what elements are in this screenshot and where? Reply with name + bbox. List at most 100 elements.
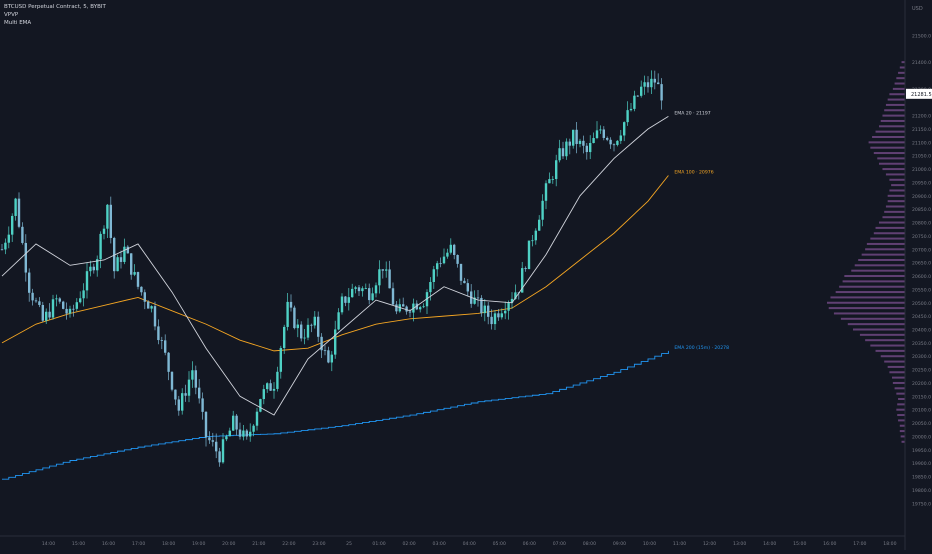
candle-body (490, 316, 493, 325)
candle-body (629, 108, 633, 111)
indicator-vpvp[interactable]: VPVP (4, 12, 19, 18)
candle-body (429, 282, 432, 293)
candle-body (449, 244, 452, 253)
y-tick-label: 20500.0 (912, 301, 931, 307)
y-tick-label: 21400.0 (912, 60, 931, 66)
x-tick-label: 16:00 (823, 541, 836, 547)
volume-profile-bar (865, 339, 905, 342)
volume-profile-bar (830, 296, 905, 299)
x-tick-label: 13:00 (733, 541, 746, 547)
candle-body (626, 110, 629, 123)
volume-profile-bar (898, 71, 905, 74)
candle-body (541, 200, 544, 220)
candle-body (7, 234, 10, 243)
y-tick-label: 21000.0 (912, 167, 931, 173)
candle-body (500, 313, 503, 318)
volume-profile-bar (892, 381, 905, 384)
candle-body (323, 350, 327, 352)
candle-body (259, 399, 262, 412)
ema-labels: EMA 20 · 21197 EMA 100 · 20976 EMA 200 (15… (674, 110, 729, 350)
candle-body (65, 308, 68, 314)
volume-profile-bar (859, 333, 905, 336)
candle-body (119, 257, 123, 262)
y-tick-label: 20150.0 (912, 394, 931, 400)
volume-profile-bar (835, 291, 905, 294)
candle-body (320, 336, 323, 351)
volume-profile-bar (839, 285, 905, 288)
price-axis[interactable]: USD21500.021400.021300.021200.021150.021… (904, 0, 932, 550)
candle-body (514, 292, 517, 299)
time-axis[interactable]: 14:00 15:00 16:00 17:00 18:00 19:00 20:00 21:00… (0, 535, 905, 547)
candle-body (201, 398, 204, 412)
candle-body (544, 183, 548, 201)
candle-body (422, 306, 425, 308)
candle-body (147, 301, 150, 309)
volume-profile-bar (875, 130, 905, 133)
candle-body (330, 354, 333, 363)
x-tick-label: 18:00 (883, 541, 896, 547)
candle-body (0, 249, 4, 251)
volume-profile-bar (889, 189, 905, 192)
candle-body (364, 288, 367, 289)
candle-body (636, 95, 639, 97)
candle-body (17, 198, 21, 227)
candle-body (395, 304, 398, 312)
x-tick-label: 14:00 (763, 541, 776, 547)
candle-body (374, 285, 378, 294)
candle-body (595, 130, 599, 139)
volume-profile-bar (870, 146, 905, 149)
candle-body (187, 379, 191, 396)
volume-profile-bar (884, 109, 905, 112)
y-tick-label: 20600.0 (912, 274, 931, 280)
candle-body (572, 129, 575, 146)
volume-profile-bar (851, 269, 905, 272)
indicator-multi-ema[interactable]: Multi EMA (4, 20, 32, 26)
candle-body (160, 340, 163, 341)
y-tick-label: 20900.0 (912, 194, 931, 200)
volume-profile-bar (844, 275, 905, 278)
candle-body (303, 337, 306, 339)
candle-body (432, 269, 435, 283)
volume-profile-bar (875, 226, 905, 229)
candle-body (510, 298, 514, 303)
y-tick-label: 20800.0 (912, 221, 931, 227)
candle-body (170, 371, 174, 390)
y-tick-label: 19750.0 (912, 501, 931, 507)
volume-profile-bar (847, 323, 905, 326)
x-tick-label: 08:00 (583, 541, 596, 547)
candle-body (96, 259, 99, 271)
y-tick-label: 21150.0 (912, 127, 931, 133)
candle-body (650, 78, 653, 88)
candle-body (623, 122, 626, 136)
candle-body (252, 425, 255, 432)
candle-body (276, 371, 279, 389)
candle-body (385, 269, 388, 271)
y-tick-label: 20650.0 (912, 261, 931, 267)
candle-body (113, 237, 116, 272)
x-tick-label: 23:00 (312, 541, 325, 547)
candle-body (221, 439, 225, 463)
candle-body (565, 141, 568, 157)
candle-body (575, 129, 578, 144)
candle-body (177, 399, 180, 411)
last-price-tag (906, 88, 932, 99)
candle-body (116, 257, 119, 272)
volume-profile-bar (894, 387, 905, 390)
candle-body (296, 324, 299, 329)
candle-body (476, 297, 480, 299)
candle-body (109, 204, 112, 238)
volume-profile-bar (870, 237, 905, 240)
candle-body (89, 266, 92, 272)
x-tick-label: 04:00 (463, 541, 476, 547)
x-tick-label: 10:00 (643, 541, 656, 547)
volume-profile-bar (827, 301, 905, 304)
candle-body (242, 430, 245, 437)
volume-profile-bar (882, 114, 905, 117)
volume-profile-bar (879, 221, 905, 224)
symbol-title[interactable]: BTCUSD Perpetual Contract, 5, BYBIT (4, 4, 106, 10)
candle-body (507, 302, 510, 311)
y-tick-label: 21100.0 (912, 140, 931, 146)
volume-profile-bar (898, 398, 905, 400)
